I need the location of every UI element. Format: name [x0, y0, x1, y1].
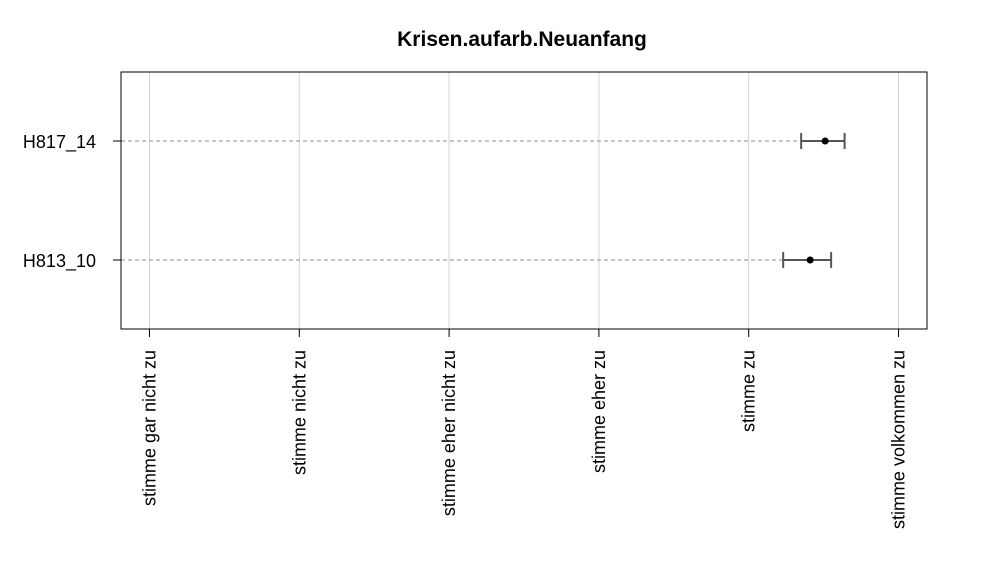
category-guide-lines — [121, 140, 802, 261]
x-tick-label: stimme nicht zu — [289, 350, 309, 475]
x-tick-label: stimme eher zu — [589, 350, 609, 473]
data-points — [806, 137, 829, 264]
grid-lines — [148, 72, 900, 329]
error-bars — [782, 133, 846, 268]
x-tick-label: stimme zu — [739, 350, 759, 432]
plot-frame — [120, 71, 928, 330]
category-label: H813_10 — [23, 251, 96, 272]
chart-title: Krisen.aufarb.Neuanfang — [397, 28, 647, 51]
x-tick-label: stimme volkommen zu — [889, 350, 909, 529]
category-label: H817_14 — [23, 132, 96, 153]
x-axis-ticks: stimme gar nicht zu stimme nicht zu stimme… — [139, 329, 909, 529]
data-point — [821, 137, 829, 145]
data-point — [806, 256, 814, 264]
category-labels: H817_14 H813_10 — [23, 132, 121, 272]
x-tick-label: stimme eher nicht zu — [439, 350, 459, 516]
x-tick-label: stimme gar nicht zu — [139, 350, 159, 506]
